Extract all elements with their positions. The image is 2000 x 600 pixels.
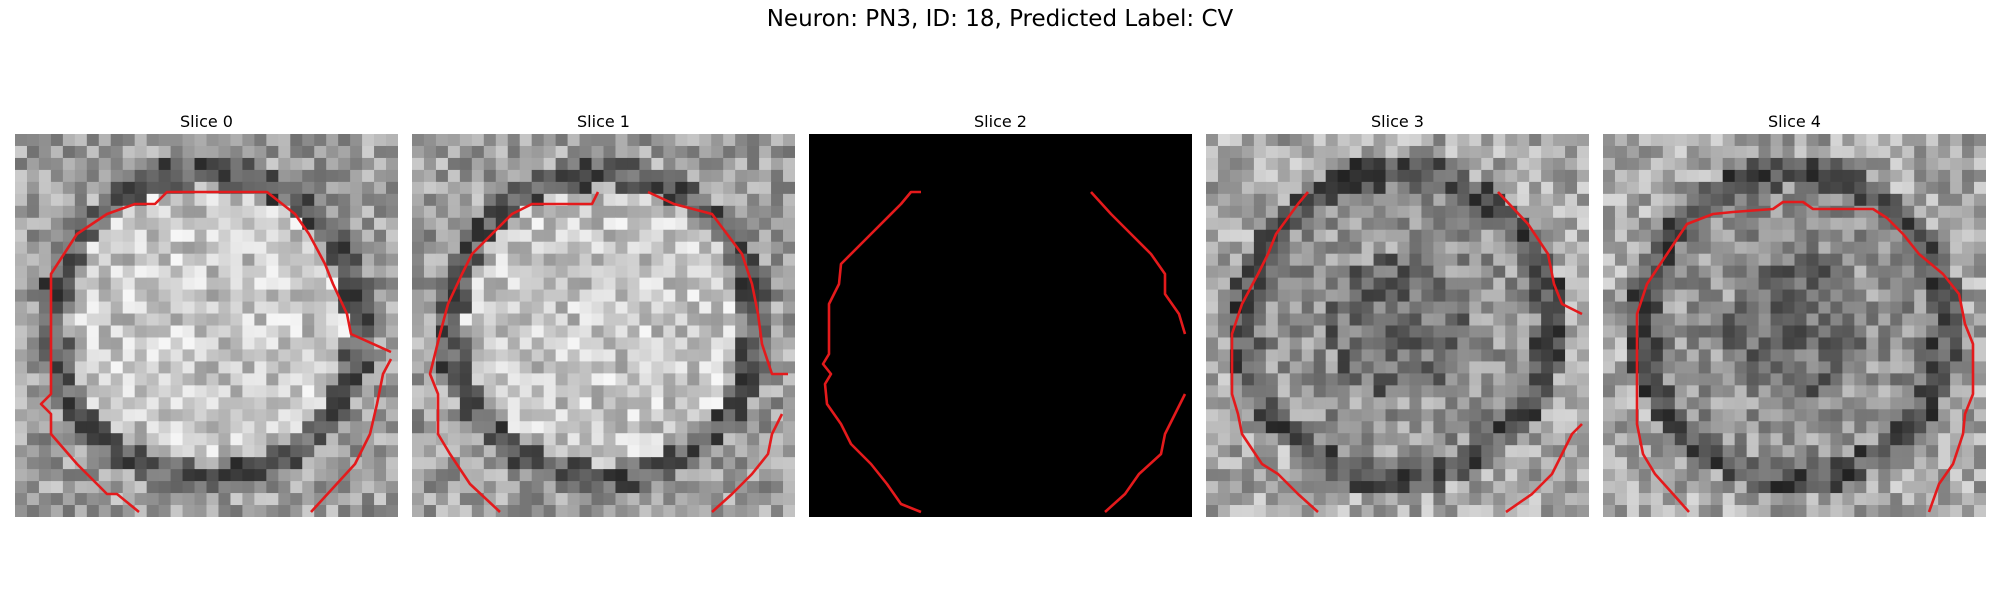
slice-title: Slice 3 bbox=[1371, 112, 1424, 131]
contour-line bbox=[647, 190, 788, 376]
slice-title: Slice 1 bbox=[577, 112, 630, 131]
slice-image-svg bbox=[15, 134, 398, 517]
contour-line bbox=[428, 191, 600, 513]
slice-image-svg bbox=[1206, 134, 1589, 517]
contour-line bbox=[1505, 423, 1583, 514]
slice-image-svg bbox=[1603, 134, 1986, 517]
figure-title: Neuron: PN3, ID: 18, Predicted Label: CV bbox=[766, 6, 1234, 32]
contour-line bbox=[1090, 191, 1187, 335]
slice-image bbox=[1206, 134, 1589, 517]
contour-line bbox=[39, 190, 392, 514]
slice-title: Slice 2 bbox=[974, 112, 1027, 131]
contour-line bbox=[821, 190, 922, 514]
slice-image bbox=[412, 134, 795, 517]
pixel-grid bbox=[412, 134, 795, 517]
slice-panel-4: Slice 4 bbox=[1603, 110, 1986, 517]
slice-panel-2: Slice 2 bbox=[809, 110, 1192, 517]
contour-line bbox=[1230, 191, 1319, 513]
pixel-grid bbox=[1206, 134, 1589, 517]
contour-line bbox=[1635, 200, 1975, 513]
contour-line bbox=[1497, 191, 1583, 316]
slice-title: Slice 0 bbox=[180, 112, 233, 131]
slice-panel-0: Slice 0 bbox=[15, 110, 398, 517]
slice-image bbox=[15, 134, 398, 517]
pixel-grid bbox=[1603, 134, 1986, 517]
slice-image-svg bbox=[412, 134, 795, 517]
slice-image bbox=[809, 134, 1192, 517]
slice-image-svg bbox=[809, 134, 1192, 517]
contour-line bbox=[310, 358, 393, 513]
slice-panel-3: Slice 3 bbox=[1206, 110, 1589, 517]
slice-panel-1: Slice 1 bbox=[412, 110, 795, 517]
slice-title: Slice 4 bbox=[1768, 112, 1821, 131]
contour-line bbox=[711, 413, 784, 513]
slice-image bbox=[1603, 134, 1986, 517]
contour-line bbox=[1104, 393, 1187, 513]
blank-slice-background bbox=[809, 134, 1192, 517]
